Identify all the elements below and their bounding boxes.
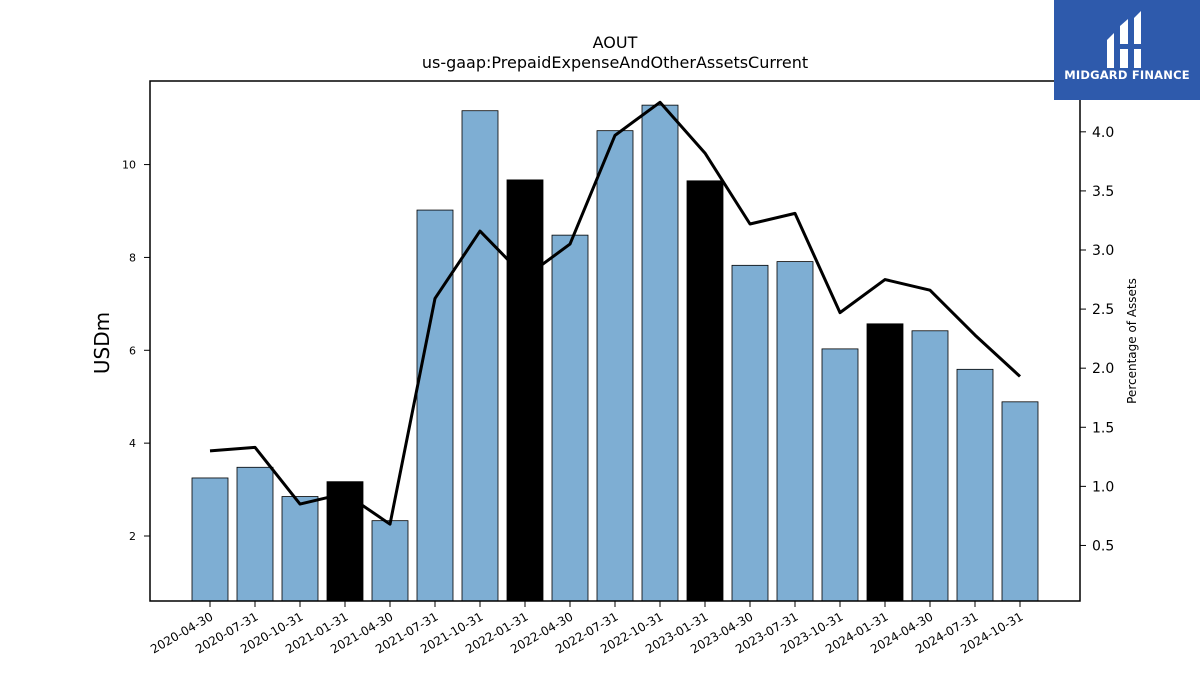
bar-group (191, 104, 1039, 602)
y-axis-label: USDm (90, 312, 114, 374)
bar-2022-01-31 (506, 179, 544, 602)
left-tick-label: 4 (129, 437, 136, 450)
bar-2024-10-31 (1001, 401, 1039, 602)
left-tick-label: 6 (129, 344, 136, 357)
chart-subtitle: us-gaap:PrepaidExpenseAndOtherAssetsCurr… (422, 53, 808, 72)
bar-2021-07-31 (416, 209, 454, 602)
bar-2020-04-30 (191, 477, 229, 602)
bar-2024-01-31 (866, 323, 904, 602)
bar-2021-01-31 (326, 481, 364, 602)
chart-title: AOUT (593, 33, 638, 52)
bar-2020-07-31 (236, 466, 274, 602)
left-tick-label: 10 (122, 159, 136, 172)
bar-2022-10-31 (641, 104, 679, 602)
x-axis-ticks: 2020-04-302020-07-312020-10-312021-01-31… (148, 601, 1026, 656)
right-tick-label: 2.5 (1092, 302, 1114, 318)
left-tick-label: 2 (129, 530, 136, 543)
bar-2023-07-31 (776, 261, 814, 602)
bar-2022-07-31 (596, 130, 634, 602)
bar-2023-01-31 (686, 180, 724, 602)
bar-2023-10-31 (821, 348, 859, 602)
bar-2024-04-30 (911, 330, 949, 602)
right-tick-label: 3.5 (1092, 184, 1114, 200)
line-group (209, 100, 1022, 526)
bar-2023-04-30 (731, 264, 769, 602)
right-tick-label: 0.5 (1092, 538, 1114, 554)
bar-2024-07-31 (956, 368, 994, 602)
brand-logo: MIDGARD FINANCE (1054, 0, 1200, 100)
right-tick-label: 3.0 (1092, 243, 1114, 259)
right-axis-ticks: 0.5 1.0 1.5 2.0 2.5 3.0 3.5 4.0 (1080, 125, 1114, 554)
right-tick-label: 4.0 (1092, 125, 1114, 141)
bar-2021-10-31 (461, 110, 499, 602)
y2-axis-label: Percentage of Assets (1125, 278, 1139, 404)
logo-mark-icon (1107, 11, 1144, 68)
percentage-line (209, 100, 1022, 526)
left-tick-label: 8 (129, 251, 136, 264)
left-axis-ticks: 2 4 6 8 10 (122, 159, 150, 543)
right-tick-label: 1.0 (1092, 479, 1114, 495)
bar-2022-04-30 (551, 234, 589, 602)
bar-2021-04-30 (371, 520, 409, 602)
right-tick-label: 1.5 (1092, 420, 1114, 436)
logo-text: MIDGARD FINANCE (1064, 68, 1190, 82)
bar-2020-10-31 (281, 496, 319, 602)
right-tick-label: 2.0 (1092, 361, 1114, 377)
